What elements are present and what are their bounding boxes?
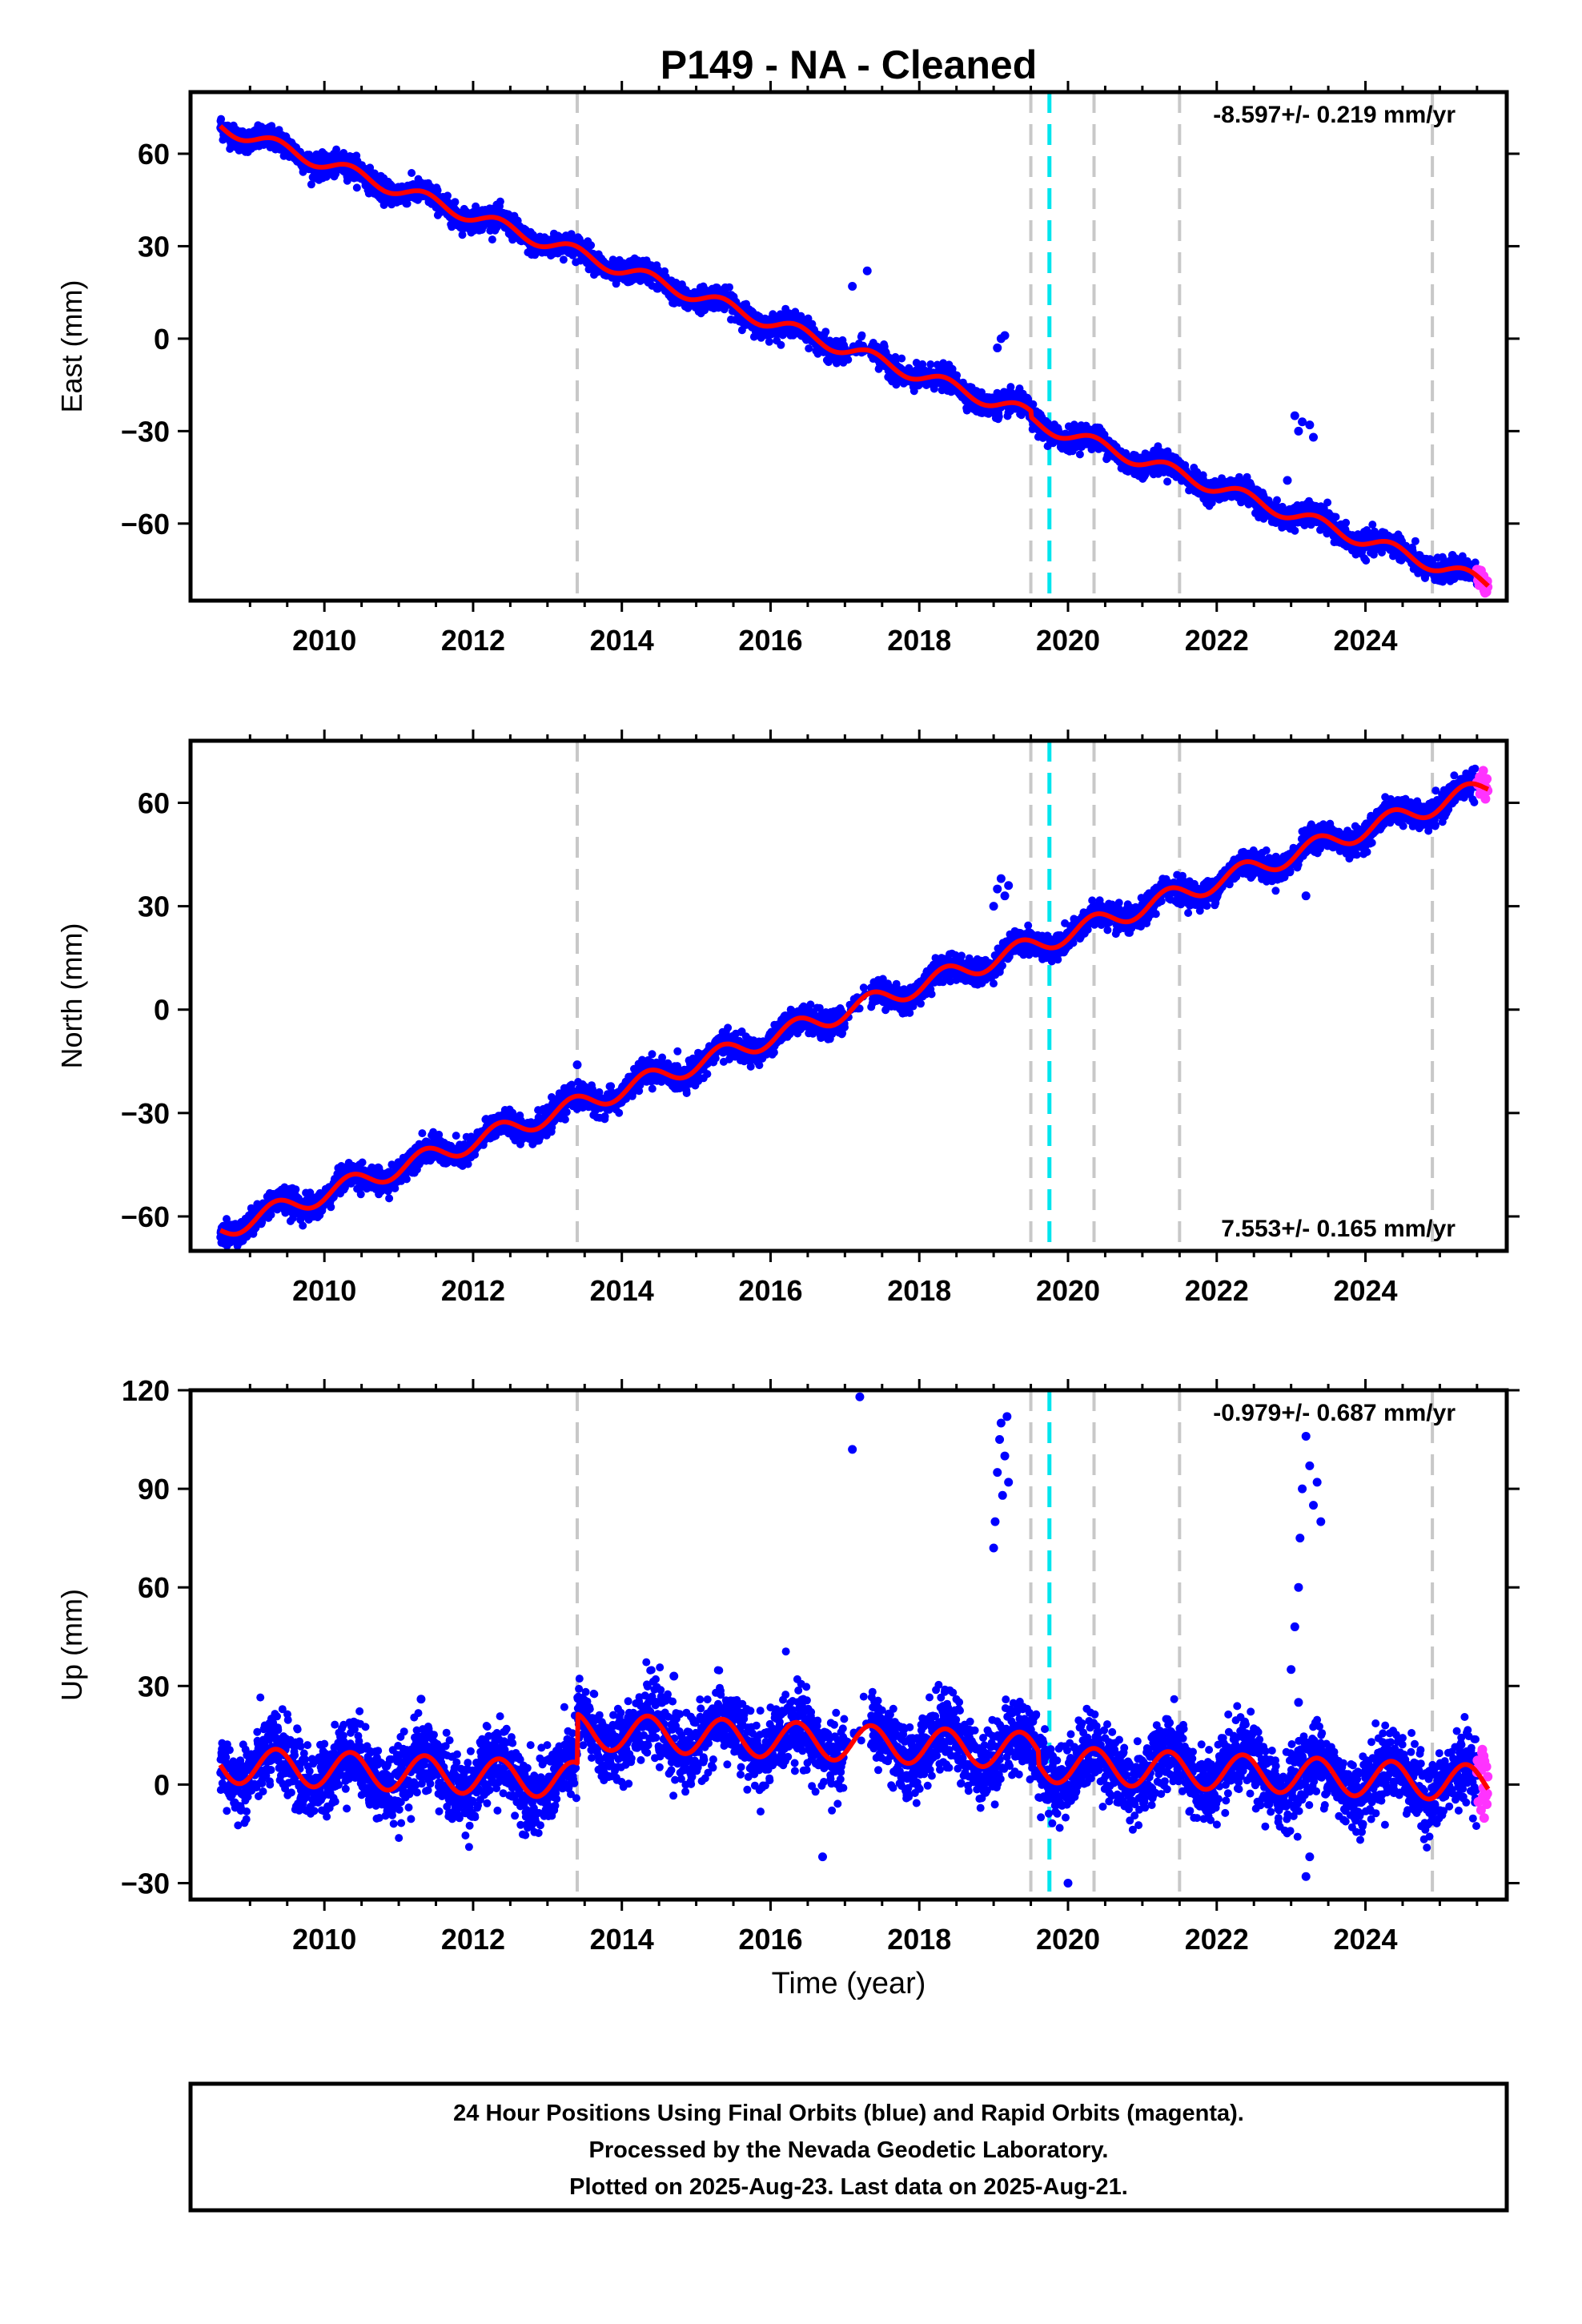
data-point xyxy=(559,255,568,264)
data-point xyxy=(370,169,379,178)
outlier-point xyxy=(1305,420,1315,430)
velocity-label: -8.597+/- 0.219 mm/yr xyxy=(1213,102,1456,128)
data-point xyxy=(805,344,813,353)
outlier-point xyxy=(1290,411,1299,420)
outlier-point xyxy=(1309,432,1319,442)
panel-north: 2010 2012 2014 2016 2018 2020 2022 202460300−30… xyxy=(55,730,1520,1307)
data-point xyxy=(1411,537,1419,545)
data-point xyxy=(496,197,504,206)
data-point xyxy=(821,328,830,336)
data-point xyxy=(994,412,1003,421)
data-point xyxy=(587,241,596,250)
data-point xyxy=(1342,518,1351,527)
x-tick-label: 2024 xyxy=(1333,624,1397,657)
x-tick-label: 2020 xyxy=(1036,624,1100,657)
plot-area xyxy=(216,741,1493,1251)
data-point xyxy=(408,169,416,177)
data-point xyxy=(343,176,351,185)
data-point xyxy=(217,115,226,123)
x-tick-label: 2014 xyxy=(590,624,654,657)
data-point xyxy=(433,186,442,195)
data-point xyxy=(307,180,315,189)
panels: 2010 2012 2014 2016 2018 2020 2022 2024 60 30 0 −30… xyxy=(55,81,1520,1956)
data-point xyxy=(725,283,733,292)
data-point xyxy=(444,191,452,200)
y-axis-label: East (mm) xyxy=(55,280,88,413)
outlier-point xyxy=(848,281,857,291)
data-point xyxy=(458,231,467,239)
data-point xyxy=(1029,400,1038,408)
data-point xyxy=(332,145,341,154)
x-tick-label: 2016 xyxy=(738,624,802,657)
y-tick-label: 0 xyxy=(154,323,170,356)
x-tick-label: 2022 xyxy=(1185,624,1249,657)
y-tick-label: −30 xyxy=(121,415,170,448)
data-point xyxy=(1291,526,1299,535)
data-point xyxy=(352,183,361,192)
data-point xyxy=(568,251,577,259)
x-tick-label: 2018 xyxy=(887,624,951,657)
outlier-point xyxy=(1000,331,1010,340)
outlier-point xyxy=(1294,426,1303,436)
outlier-point xyxy=(1283,476,1292,485)
data-point xyxy=(1273,496,1281,505)
panel-east: 2010 2012 2014 2016 2018 2020 2022 2024 60 30 0 −30… xyxy=(55,81,1520,657)
data-point xyxy=(1368,521,1377,529)
data-point xyxy=(857,331,866,340)
y-tick-label: 30 xyxy=(138,230,170,263)
data-point xyxy=(777,340,785,349)
data-point xyxy=(1331,513,1340,521)
outlier-point xyxy=(862,266,872,275)
plot-area xyxy=(216,92,1493,601)
outlier-point xyxy=(993,343,1002,352)
x-tick-label: 2012 xyxy=(441,624,505,657)
data-point xyxy=(403,199,412,208)
chart-title: P149 - NA - Cleaned xyxy=(661,42,1038,87)
data-point xyxy=(488,235,496,244)
data-point xyxy=(844,356,853,364)
data-point xyxy=(1163,477,1172,486)
x-tick-label: 2010 xyxy=(292,624,356,657)
y-tick-label: −60 xyxy=(121,508,170,541)
y-tick-label: 60 xyxy=(138,138,170,171)
data-point xyxy=(765,337,773,346)
data-point xyxy=(1075,450,1084,459)
data-point xyxy=(926,360,935,368)
data-point xyxy=(1323,498,1332,507)
data-point xyxy=(1362,557,1371,565)
data-point xyxy=(897,354,906,363)
data-point xyxy=(451,198,460,207)
